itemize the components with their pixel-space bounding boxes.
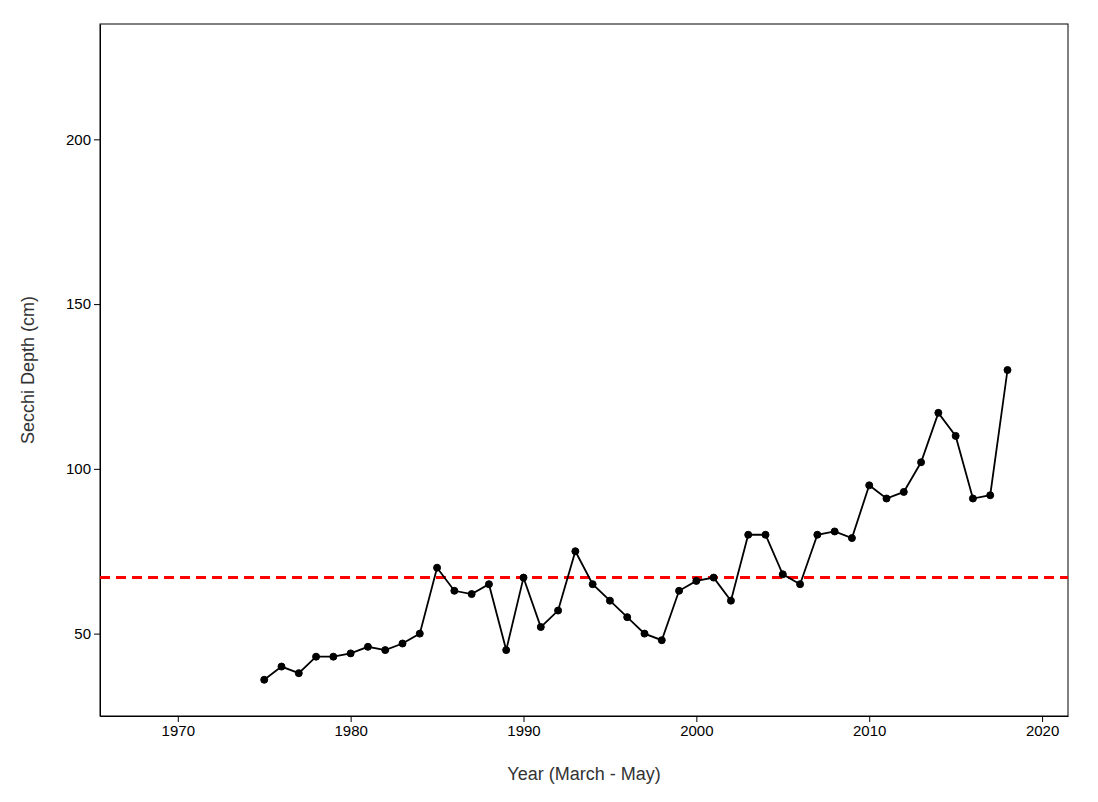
marker [330, 653, 337, 660]
marker [261, 676, 268, 683]
marker [935, 409, 942, 416]
tick-label: 200 [66, 131, 91, 148]
marker [451, 587, 458, 594]
marker [641, 630, 648, 637]
tick: 150 [66, 295, 100, 312]
tick-label: 2010 [853, 722, 886, 739]
tick-label: 50 [74, 625, 91, 642]
marker [779, 571, 786, 578]
marker [295, 670, 302, 677]
marker [797, 581, 804, 588]
tick: 100 [66, 460, 100, 477]
marker [952, 432, 959, 439]
marker [468, 591, 475, 598]
marker [485, 581, 492, 588]
marker [900, 488, 907, 495]
tick-label: 150 [66, 295, 91, 312]
marker [918, 459, 925, 466]
x-axis: 1970 1980 1990 2000 2010 2020 [101, 716, 1069, 739]
marker [313, 653, 320, 660]
marker [503, 647, 510, 654]
marker [1004, 367, 1011, 374]
marker [520, 574, 527, 581]
marker [382, 647, 389, 654]
tick-label: 2000 [680, 722, 713, 739]
marker [762, 531, 769, 538]
y-axis: 50 100 150 200 [66, 25, 101, 717]
reference-line [100, 576, 1068, 579]
marker [537, 624, 544, 631]
tick: 2020 [1026, 716, 1059, 739]
marker [866, 482, 873, 489]
tick: 2000 [680, 716, 713, 739]
marker [399, 640, 406, 647]
tick-label: 100 [66, 460, 91, 477]
tick: 1970 [162, 716, 195, 739]
tick: 2010 [853, 716, 886, 739]
tick: 200 [66, 131, 100, 148]
marker [814, 531, 821, 538]
marker [555, 607, 562, 614]
tick-mark [94, 139, 100, 140]
y-axis-title: Secchi Depth (cm) [18, 296, 38, 444]
marker [969, 495, 976, 502]
chart: 1970 1980 1990 2000 2010 2020 50 100 150 200 Year … [0, 0, 1098, 802]
marker [658, 637, 665, 644]
tick-mark [94, 304, 100, 305]
tick: 50 [74, 625, 100, 642]
marker [727, 597, 734, 604]
tick-label: 1980 [334, 722, 367, 739]
tick-label: 2020 [1026, 722, 1059, 739]
marker [589, 581, 596, 588]
marker [831, 528, 838, 535]
marker [347, 650, 354, 657]
marker [434, 564, 441, 571]
marker [606, 597, 613, 604]
marker [676, 587, 683, 594]
tick-mark [94, 634, 100, 635]
marker [883, 495, 890, 502]
plot: 1970 1980 1990 2000 2010 2020 50 100 150 200 Year … [18, 24, 1069, 784]
marker [278, 663, 285, 670]
tick-label: 1990 [507, 722, 540, 739]
marker [987, 492, 994, 499]
marker [416, 630, 423, 637]
marker [572, 548, 579, 555]
plot-frame [100, 24, 1068, 716]
marker [693, 577, 700, 584]
marker [710, 574, 717, 581]
marks [100, 367, 1068, 684]
marker [848, 535, 855, 542]
marker [364, 643, 371, 650]
tick: 1980 [334, 716, 367, 739]
marker [624, 614, 631, 621]
tick-mark [94, 469, 100, 470]
tick: 1990 [507, 716, 540, 739]
tick-label: 1970 [162, 722, 195, 739]
line [264, 370, 1007, 680]
x-axis-title: Year (March - May) [507, 764, 660, 784]
marker [745, 531, 752, 538]
